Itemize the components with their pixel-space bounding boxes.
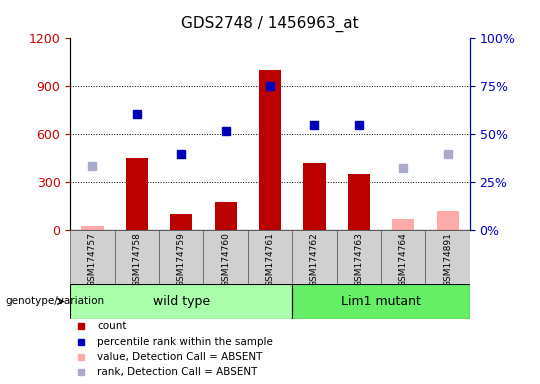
Text: GDS2748 / 1456963_at: GDS2748 / 1456963_at xyxy=(181,15,359,31)
Text: GSM174757: GSM174757 xyxy=(88,232,97,287)
Bar xyxy=(114,230,159,284)
Text: wild type: wild type xyxy=(153,295,210,308)
Bar xyxy=(159,230,204,284)
Bar xyxy=(259,70,281,230)
Text: genotype/variation: genotype/variation xyxy=(5,296,105,306)
Bar xyxy=(436,211,458,230)
Text: GSM174758: GSM174758 xyxy=(132,232,141,287)
Text: rank, Detection Call = ABSENT: rank, Detection Call = ABSENT xyxy=(97,367,258,377)
Text: count: count xyxy=(97,321,127,331)
Bar xyxy=(381,230,426,284)
Bar xyxy=(303,163,326,230)
Bar xyxy=(70,284,292,319)
Text: GSM174764: GSM174764 xyxy=(399,232,408,287)
Bar xyxy=(126,158,148,230)
Text: percentile rank within the sample: percentile rank within the sample xyxy=(97,337,273,347)
Text: GSM174759: GSM174759 xyxy=(177,232,186,287)
Bar xyxy=(204,230,248,284)
Text: GSM174763: GSM174763 xyxy=(354,232,363,287)
Bar xyxy=(426,230,470,284)
Bar xyxy=(70,230,114,284)
Text: GSM174891: GSM174891 xyxy=(443,232,452,287)
Bar xyxy=(292,230,336,284)
Bar xyxy=(170,214,192,230)
Text: GSM174760: GSM174760 xyxy=(221,232,230,287)
Bar xyxy=(392,219,414,230)
Text: value, Detection Call = ABSENT: value, Detection Call = ABSENT xyxy=(97,352,262,362)
Bar xyxy=(248,230,292,284)
Text: GSM174761: GSM174761 xyxy=(266,232,274,287)
Bar xyxy=(214,202,237,230)
Bar xyxy=(82,225,104,230)
Bar xyxy=(348,174,370,230)
Bar xyxy=(336,230,381,284)
Text: Lim1 mutant: Lim1 mutant xyxy=(341,295,421,308)
Text: GSM174762: GSM174762 xyxy=(310,232,319,287)
Bar xyxy=(292,284,470,319)
